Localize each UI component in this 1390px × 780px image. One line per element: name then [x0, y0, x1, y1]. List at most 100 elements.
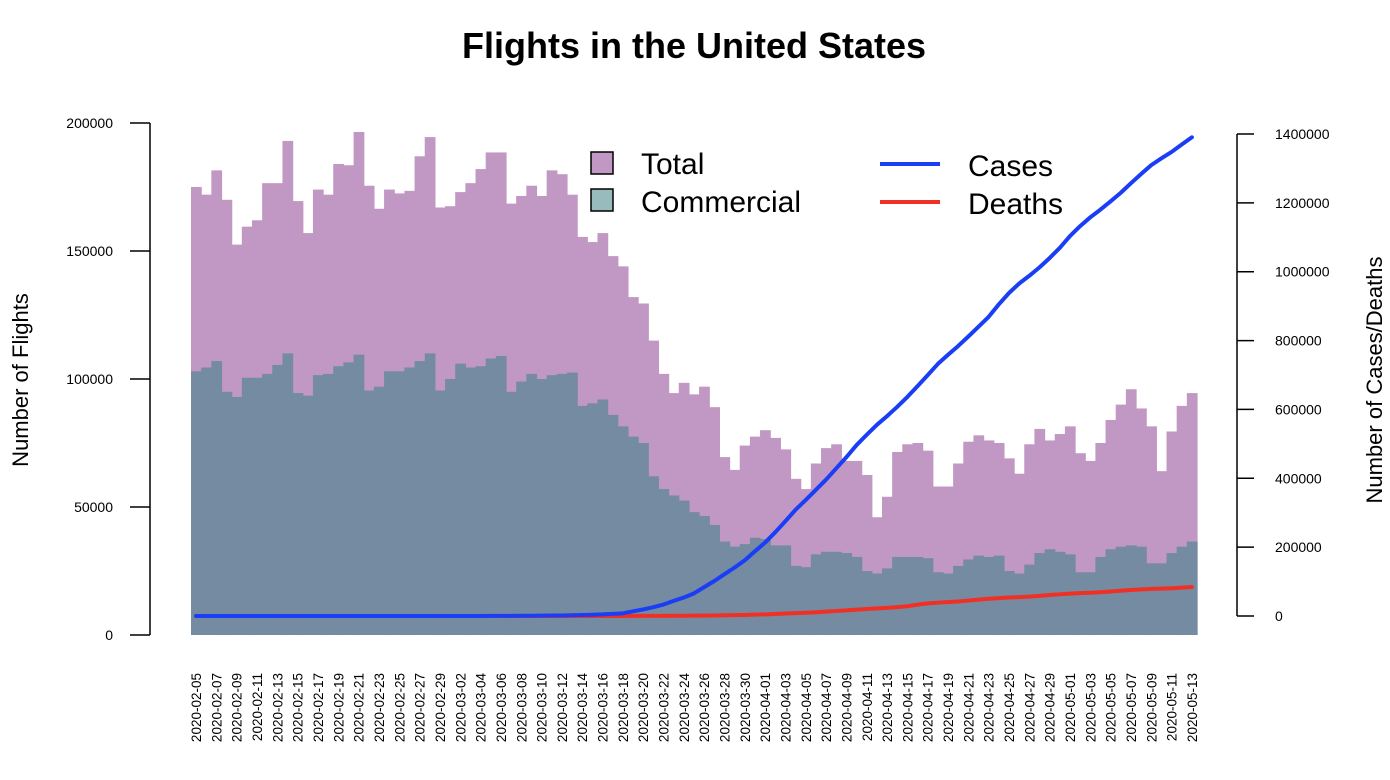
- commercial-bars: [191, 353, 1198, 635]
- commercial-bar: [302, 395, 314, 635]
- commercial-bar: [638, 443, 649, 635]
- x-axis-tick-label: 2020-03-04: [474, 673, 489, 743]
- x-axis-tick-label: 2020-04-09: [839, 673, 854, 742]
- legend-label-commercial: Commercial: [641, 186, 801, 219]
- commercial-bar: [810, 554, 822, 635]
- commercial-bar: [546, 375, 558, 635]
- x-axis-tick-label: 2020-03-06: [494, 673, 509, 742]
- commercial-bar: [942, 573, 954, 635]
- commercial-bar: [343, 362, 355, 635]
- commercial-bar: [251, 377, 263, 635]
- x-axis-tick-label: 2020-04-25: [1002, 673, 1017, 742]
- x-axis-tick-label: 2020-05-05: [1104, 673, 1119, 742]
- total-bar: [973, 435, 985, 635]
- commercial-bar: [211, 361, 223, 635]
- total-bar: [1125, 389, 1137, 635]
- x-axis-tick-label: 2020-02-17: [311, 673, 326, 742]
- commercial-bar: [983, 556, 995, 635]
- commercial-bar: [607, 414, 619, 635]
- commercial-bar: [597, 399, 609, 635]
- cases-deaths-lines: [194, 135, 1194, 618]
- left-axis-tick-label: 100000: [66, 371, 113, 387]
- x-axis-tick-label: 2020-02-09: [230, 673, 245, 742]
- x-axis-tick-label: 2020-03-26: [697, 673, 712, 742]
- left-axis-tick-label: 200000: [66, 115, 113, 131]
- x-axis-tick-label: 2020-02-11: [250, 673, 265, 741]
- left-y-axis-label: Number of Flights: [8, 293, 33, 467]
- total-bar: [800, 489, 812, 635]
- x-axis-tick-label: 2020-04-29: [1043, 673, 1058, 742]
- commercial-bar: [475, 366, 487, 635]
- commercial-bar: [851, 556, 863, 635]
- total-bar: [770, 437, 781, 635]
- x-axis-tick-labels: 2020-02-05 2020-02-07 2020-02-09 2020-02-11…: [189, 673, 1200, 743]
- chart-title: Flights in the United States: [462, 25, 926, 66]
- total-bar: [1044, 440, 1056, 635]
- commercial-bar: [963, 559, 975, 635]
- total-bar: [831, 444, 842, 635]
- left-axis-tick-label: 150000: [66, 243, 113, 259]
- commercial-bar: [729, 546, 741, 635]
- x-axis-tick-label: 2020-02-27: [413, 673, 428, 742]
- commercial-bar: [312, 375, 324, 635]
- x-axis-tick-label: 2020-03-28: [717, 673, 732, 742]
- commercial-bar: [587, 403, 599, 635]
- x-axis-tick-label: 2020-04-19: [941, 673, 956, 742]
- commercial-bar: [1166, 553, 1178, 635]
- total-bar: [902, 444, 914, 635]
- commercial-bar: [922, 558, 934, 635]
- total-bar: [1166, 431, 1178, 635]
- x-axis-tick-label: 2020-04-07: [819, 673, 834, 742]
- x-axis-tick-label: 2020-03-22: [657, 673, 672, 742]
- x-axis-tick-label: 2020-04-01: [758, 673, 773, 742]
- total-bar: [1014, 473, 1025, 635]
- commercial-bar: [577, 405, 588, 635]
- commercial-bar: [800, 567, 812, 635]
- x-axis-tick-label: 2020-05-07: [1124, 673, 1139, 742]
- right-axis-tick-label: 1000000: [1275, 264, 1330, 280]
- total-bar: [861, 475, 873, 635]
- total-bar: [821, 448, 832, 635]
- x-axis-tick-label: 2020-03-12: [555, 673, 570, 742]
- total-bar: [780, 449, 792, 635]
- total-bar: [1115, 404, 1127, 635]
- cases-line: [194, 135, 1194, 618]
- commercial-bar: [1044, 549, 1056, 635]
- commercial-bar: [404, 367, 416, 635]
- commercial-bar: [1146, 563, 1157, 635]
- total-bar: [1064, 426, 1076, 635]
- total-bar: [1003, 458, 1015, 635]
- commercial-bar: [394, 371, 405, 635]
- right-axis-tick-label: 600000: [1275, 401, 1322, 417]
- legend-label-total: Total: [641, 148, 704, 181]
- total-bar: [739, 445, 751, 635]
- x-axis-tick-label: 2020-02-05: [189, 673, 204, 742]
- commercial-bar: [363, 390, 375, 635]
- total-bar: [1146, 426, 1157, 635]
- total-bar: [922, 450, 934, 635]
- legend-swatch-total: [590, 151, 614, 175]
- commercial-bar: [333, 366, 345, 635]
- x-axis-tick-label: 2020-04-13: [880, 673, 895, 742]
- commercial-bar: [760, 539, 771, 635]
- commercial-bar: [262, 373, 273, 635]
- x-axis-tick-label: 2020-02-23: [372, 673, 387, 742]
- x-axis-tick-label: 2020-02-19: [331, 673, 346, 742]
- commercial-bar: [384, 371, 395, 635]
- total-bar: [1075, 453, 1086, 635]
- commercial-bar: [231, 396, 243, 635]
- total-bar: [942, 486, 954, 635]
- total-bar: [760, 430, 771, 635]
- x-axis-tick-label: 2020-02-25: [392, 673, 407, 742]
- commercial-bar: [445, 379, 456, 635]
- x-axis-tick-label: 2020-03-16: [596, 673, 611, 742]
- x-axis-tick-label: 2020-03-24: [677, 673, 692, 743]
- commercial-bar: [881, 568, 893, 635]
- total-bar: [1034, 428, 1046, 635]
- x-axis-tick-label: 2020-03-10: [535, 673, 550, 742]
- commercial-bar: [485, 358, 497, 635]
- right-axis-tick-label: 800000: [1275, 333, 1322, 349]
- commercial-bar: [993, 555, 1005, 635]
- commercial-bar: [221, 391, 233, 635]
- commercial-bar: [455, 363, 466, 635]
